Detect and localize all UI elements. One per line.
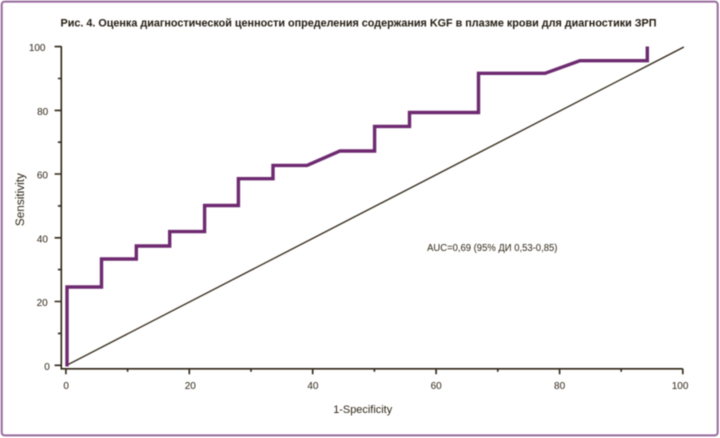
svg-text:60: 60 — [431, 381, 443, 392]
svg-text:100: 100 — [29, 43, 46, 54]
svg-text:40: 40 — [307, 381, 319, 392]
svg-text:Рис. 4. Оценка диагностической: Рис. 4. Оценка диагностической ценности … — [61, 18, 657, 30]
svg-text:AUC=0,69 (95% ДИ 0,53-0,85): AUC=0,69 (95% ДИ 0,53-0,85) — [427, 243, 557, 254]
svg-text:80: 80 — [554, 381, 566, 392]
svg-text:40: 40 — [37, 234, 49, 245]
svg-text:Sensitivity: Sensitivity — [15, 173, 27, 226]
svg-text:80: 80 — [37, 107, 49, 118]
svg-text:60: 60 — [37, 171, 49, 182]
svg-text:0: 0 — [44, 362, 50, 373]
svg-text:0: 0 — [63, 381, 69, 392]
svg-text:100: 100 — [672, 381, 689, 392]
svg-text:20: 20 — [185, 381, 197, 392]
svg-text:1-Specificity: 1-Specificity — [333, 404, 392, 416]
svg-text:20: 20 — [37, 298, 49, 309]
